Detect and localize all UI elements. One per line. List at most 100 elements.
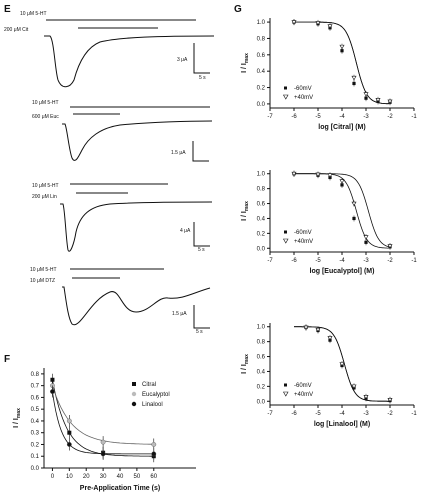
trace-2-scale-y: 1.5 μA xyxy=(171,150,186,156)
f-x-axis-title: Pre-Application Time (s) xyxy=(80,485,160,492)
g2-data-point xyxy=(351,201,357,207)
g1-data-point xyxy=(327,24,333,29)
trace-4-scale-x: 5 s xyxy=(196,329,203,335)
trace-3-scale-y: 4 μA xyxy=(180,228,191,234)
g1-x-tick-label: -7 xyxy=(267,114,273,120)
f-y-tick-label: 0.7 xyxy=(31,384,40,390)
f-y-tick-label: 0.0 xyxy=(31,466,40,472)
g1-legend-label: +40mV xyxy=(294,95,313,101)
g1-fit-curve-1 xyxy=(294,21,389,105)
g1-data-point xyxy=(339,44,345,50)
panel-label-e: E xyxy=(4,4,11,15)
g2-fit-curve-1 xyxy=(294,173,389,248)
g1-x-tick-label: -6 xyxy=(291,114,297,120)
g3-x-axis-title: log [Linalool] (M) xyxy=(314,421,370,428)
g1-x-tick-label: -3 xyxy=(363,114,369,120)
g2-x-axis-title: log [Eucalyptol] (M) xyxy=(310,268,375,275)
g2-data-point xyxy=(364,240,368,244)
g3-data-point xyxy=(387,397,393,403)
g1-legend-marker-1 xyxy=(282,94,289,100)
f-data-point xyxy=(100,451,106,457)
panel-label-g: G xyxy=(234,4,242,15)
trace-1-drug-label: 200 μM Cit xyxy=(4,27,29,33)
g1-x-tick-label: -1 xyxy=(411,114,417,120)
g1-x-tick-label: -4 xyxy=(339,114,345,120)
g1-y-tick-label: 0.8 xyxy=(257,36,266,42)
trace-1-scale-y: 3 μA xyxy=(177,57,188,63)
g2-y-axis-title: I / Imax xyxy=(241,201,250,221)
g1-y-tick-label: 0.4 xyxy=(257,69,266,75)
g2-data-point xyxy=(352,216,356,221)
trace-panel-3: 10 μM 5-HT 200 μM Lin 4 μA 5 s xyxy=(32,183,213,253)
g2-x-tick-label: -3 xyxy=(363,258,369,264)
chart-f: 0.0 0.1 0.2 0.3 0.4 0.5 0.6 0.7 0.8 0 10 20 30 40 50 60… xyxy=(13,368,196,492)
f-legend-marker-0 xyxy=(132,382,136,386)
g3-y-tick-label: 0.8 xyxy=(257,340,266,346)
g3-data-point xyxy=(351,384,357,389)
f-x-tick-label: 0 xyxy=(51,474,55,480)
f-y-tick-label: 0.1 xyxy=(31,454,40,460)
g1-data-point xyxy=(291,20,297,25)
g2-x-tick-label: -6 xyxy=(291,258,297,264)
g2-legend-label: +40mV xyxy=(294,239,313,245)
g3-data-point xyxy=(339,362,345,367)
g1-y-tick-label: 0.6 xyxy=(257,53,266,59)
g3-data-point xyxy=(363,395,369,400)
trace-1-current xyxy=(44,35,215,88)
g3-data-point xyxy=(327,336,333,341)
trace-panel-1: 10 μM 5-HT 200 μM Cit 3 μA 5 s xyxy=(4,11,215,88)
f-y-axis-title: I / Imax xyxy=(13,408,22,428)
trace-2-scale-bar xyxy=(192,141,209,162)
trace-2-current xyxy=(62,120,213,161)
f-x-tick-label: 30 xyxy=(100,474,107,480)
chart-g1: 0.0 0.2 0.4 0.6 0.8 1.0 -7 -6 -5 -4 -3 -2 -1 log [Cit… xyxy=(241,18,417,131)
f-y-tick-label: 0.6 xyxy=(31,395,40,401)
trace-3-current xyxy=(60,201,213,252)
f-x-tick-label: 60 xyxy=(150,474,157,480)
f-legend-marker-2 xyxy=(131,401,137,407)
f-data-point xyxy=(100,439,106,445)
f-legend-label: Eucalyptol xyxy=(142,392,170,398)
g3-x-tick-label: -1 xyxy=(411,411,417,417)
g2-x-tick-label: -5 xyxy=(315,258,321,264)
f-legend-label: Linalool xyxy=(142,402,163,408)
trace-1-scale-x: 5 s xyxy=(199,75,206,81)
f-y-tick-label: 0.8 xyxy=(31,372,40,378)
trace-4-scale-bar xyxy=(193,305,210,329)
g2-x-tick-label: -2 xyxy=(387,258,393,264)
g3-fit-curve-1 xyxy=(294,326,389,402)
f-x-tick-label: 40 xyxy=(117,474,124,480)
g3-y-tick-label: 0.4 xyxy=(257,369,266,375)
g3-legend-marker-0 xyxy=(284,383,287,387)
f-data-point xyxy=(50,389,55,394)
g1-legend-label: -60mV xyxy=(294,86,312,92)
f-data-point xyxy=(151,442,157,447)
g3-y-tick-label: 0.0 xyxy=(257,399,266,405)
g3-legend-label: -60mV xyxy=(294,383,312,389)
g1-data-point xyxy=(352,81,356,86)
chart-g3: 0.0 0.2 0.4 0.6 0.8 1.0 -7 -6 -5 -4 -3 -2 -1 log [Lin… xyxy=(241,323,417,428)
g1-data-point xyxy=(340,49,344,53)
trace-2-drug-label: 600 μM Euc xyxy=(32,114,59,120)
g2-y-tick-label: 0.2 xyxy=(257,231,266,237)
g2-data-point xyxy=(387,244,393,249)
f-legend-marker-1 xyxy=(131,391,137,397)
f-fit-curve-1 xyxy=(52,385,154,445)
g3-x-tick-label: -2 xyxy=(387,411,393,417)
g2-data-point xyxy=(327,173,333,178)
g1-data-point xyxy=(363,92,369,97)
f-legend-label: Citral xyxy=(142,382,156,388)
g3-x-tick-label: -7 xyxy=(267,411,273,417)
trace-3-scale-x: 5 s xyxy=(198,247,205,253)
g2-legend-marker-1 xyxy=(282,238,289,244)
f-y-tick-label: 0.4 xyxy=(31,419,40,425)
trace-1-agonist-label: 10 μM 5-HT xyxy=(20,11,47,17)
panel-label-f: F xyxy=(4,354,10,365)
g3-legend-marker-1 xyxy=(282,391,289,397)
g1-data-point xyxy=(364,96,368,100)
g2-data-point xyxy=(291,171,297,177)
g2-data-point xyxy=(340,183,344,187)
chart-g2: 0.0 0.2 0.4 0.6 0.8 1.0 -7 -6 -5 -4 -3 -2 -1 log [Euc… xyxy=(241,170,417,275)
g2-data-point xyxy=(339,179,345,184)
